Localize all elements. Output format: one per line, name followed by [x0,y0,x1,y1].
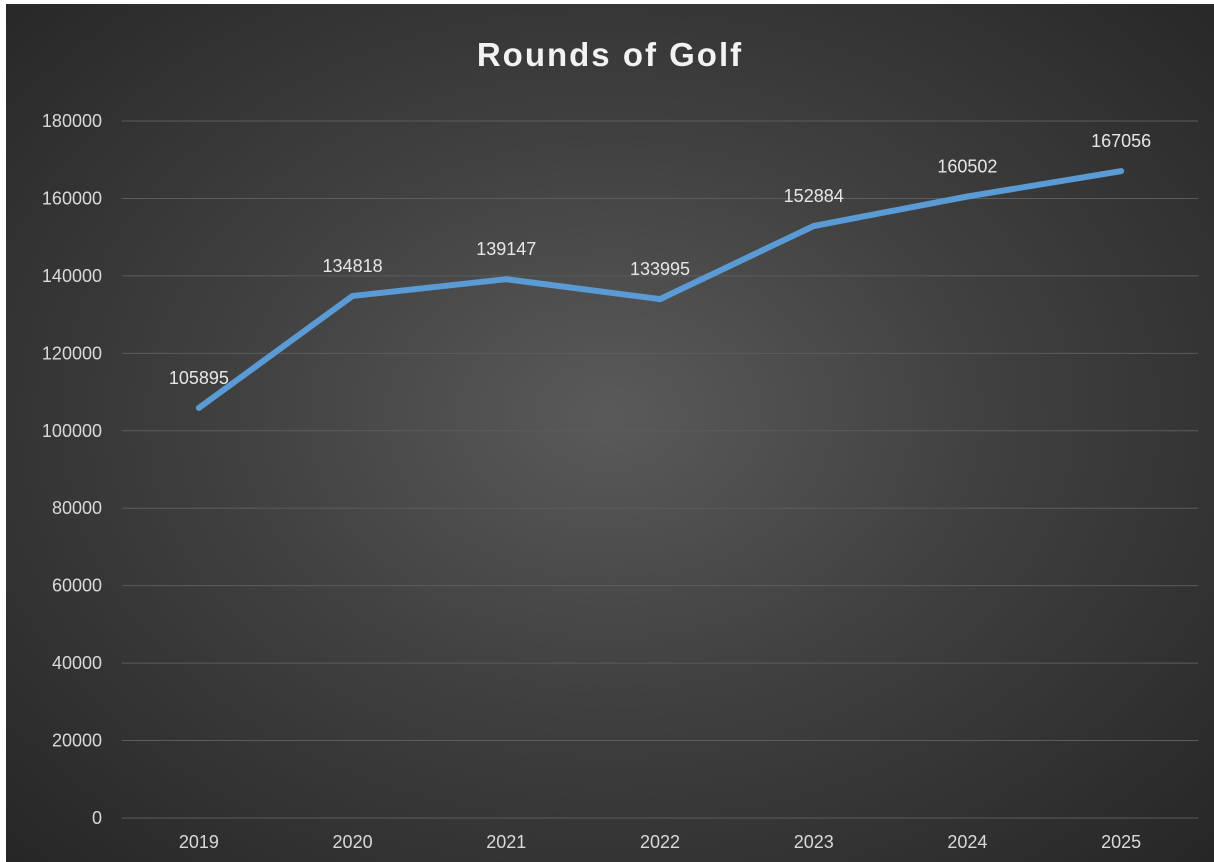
line-chart: 0 20000 40000 60000 80000 100000 120000 140000 1… [42,111,1198,852]
gridlines [122,120,1198,819]
series-layer [195,168,1125,411]
y-tick-label: 80000 [52,498,102,518]
y-tick-label: 60000 [52,576,102,596]
data-label: 167056 [1091,131,1151,151]
x-tick-label: 2025 [1101,832,1141,852]
x-tick-label: 2022 [640,832,680,852]
y-tick-label: 0 [92,808,102,828]
x-axis-ticks: 2019 2020 2021 2022 2023 2024 2025 [179,832,1141,852]
x-tick-label: 2019 [179,832,219,852]
y-tick-label: 180000 [42,111,102,131]
data-label: 160502 [937,157,997,177]
data-label: 134818 [323,256,383,276]
y-tick-label: 140000 [42,266,102,286]
y-tick-label: 40000 [52,653,102,673]
y-tick-label: 120000 [42,343,102,363]
data-label: 139147 [476,239,536,259]
chart-title: Rounds of Golf [476,36,744,73]
x-tick-label: 2024 [947,832,987,852]
series-line [195,168,1125,411]
data-label: 152884 [784,186,844,206]
data-labels: 105895 134818 139147 133995 152884 160502 1670… [169,131,1151,388]
x-tick-label: 2020 [333,832,373,852]
y-tick-label: 160000 [42,188,102,208]
x-tick-label: 2023 [794,832,834,852]
data-label: 105895 [169,368,229,388]
y-tick-label: 100000 [42,421,102,441]
chart-frame: Rounds of Golf 0 20000 40000 60000 80000 1000… [6,4,1214,862]
y-axis-ticks: 0 20000 40000 60000 80000 100000 120000 140000 1… [42,111,102,828]
data-label: 133995 [630,259,690,279]
y-tick-label: 20000 [52,731,102,751]
x-tick-label: 2021 [486,832,526,852]
